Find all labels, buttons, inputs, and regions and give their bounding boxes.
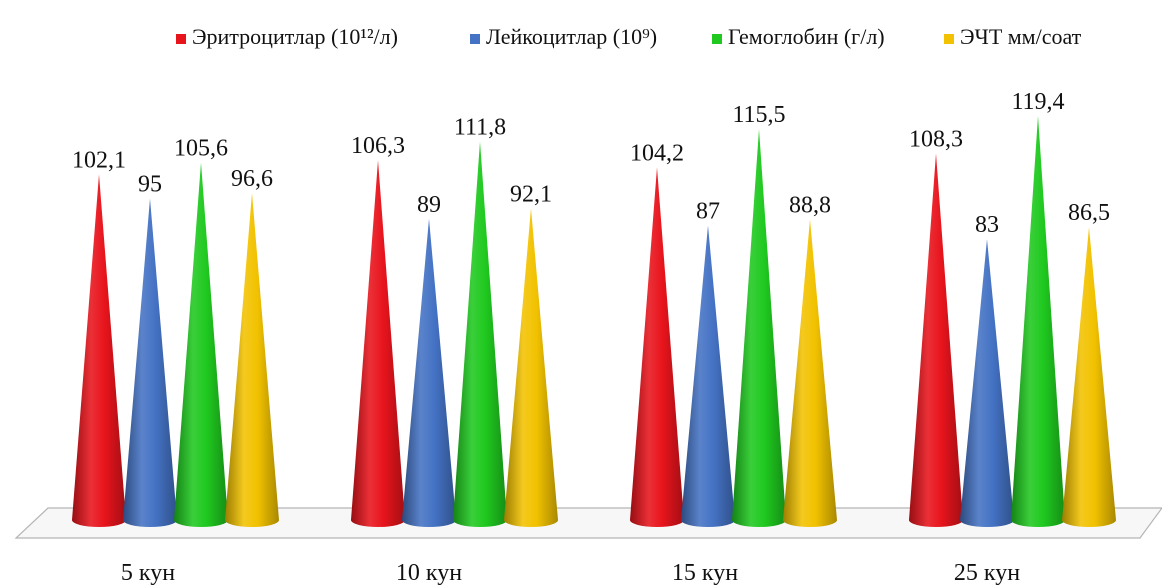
legend-label-1: Эритроцитлар (10¹²/л) [192,24,398,49]
cone-4-1 [225,193,279,528]
cone-3-4 [1011,115,1065,527]
data-label-2-4: 83 [975,212,999,238]
cone-1-2 [351,160,405,527]
cone-2-1 [123,198,177,527]
cone-4-2 [504,208,558,527]
legend-swatch-1 [176,34,186,44]
data-label-2-3: 87 [696,199,720,225]
x-tick-label-1: 5 кун [121,560,175,586]
data-label-2-1: 95 [138,171,162,197]
cone-4-3 [783,219,837,527]
cone-3-2 [453,141,507,527]
x-tick-label-4: 25 кун [954,560,1020,586]
x-tick-label-3: 15 кун [672,560,738,586]
legend-label-4: ЭЧТ мм/соат [960,24,1082,49]
legend-swatch-3 [712,34,722,44]
cone-2-4 [960,239,1014,528]
x-tick-label-2: 10 кун [396,560,462,586]
plot-area [72,115,1116,528]
data-label-1-1: 102,1 [72,147,126,173]
cone-3-3 [732,129,786,528]
legend: Эритроцитлар (10¹²/л) Лейкоцитлар (10⁹) Ге… [176,24,1082,49]
data-label-3-3: 115,5 [732,102,785,128]
data-label-3-1: 105,6 [174,136,228,162]
cone-4-4 [1062,227,1116,527]
data-label-3-2: 111,8 [454,115,506,141]
cone-2-3 [681,225,735,528]
cone-1-3 [630,167,684,528]
data-label-4-3: 88,8 [789,192,831,218]
cone-1-4 [909,153,963,527]
cone-3-1 [174,162,228,528]
data-label-4-2: 92,1 [510,181,552,207]
legend-swatch-4 [944,34,954,44]
data-label-4-4: 86,5 [1068,200,1110,226]
data-labels: 102,1 95 105,696,6 106,3 89 111,8 92,1 104,2 87 1… [72,89,1110,238]
x-axis: 5 кун 10 кун 15 кун 25 кун [121,560,1020,586]
data-label-1-2: 106,3 [351,133,405,159]
data-label-2-2: 89 [417,192,441,218]
legend-label-3: Гемоглобин (г/л) [728,24,885,49]
data-label-1-4: 108,3 [909,126,963,152]
cone-2-2 [402,218,456,527]
cone-1-1 [72,174,126,527]
legend-label-2: Лейкоцитлар (10⁹) [486,24,657,49]
data-label-4-1: 96,6 [231,166,273,192]
data-label-1-3: 104,2 [630,140,684,166]
data-label-3-4: 119,4 [1011,89,1064,115]
chart-floor [14,507,1162,539]
legend-swatch-2 [470,34,480,44]
